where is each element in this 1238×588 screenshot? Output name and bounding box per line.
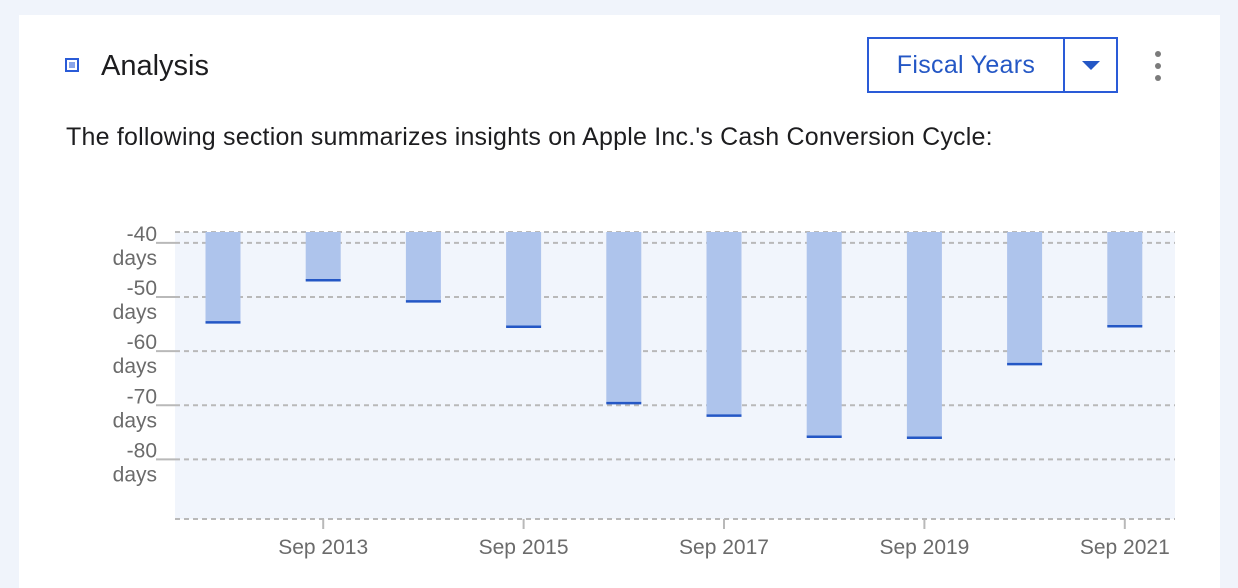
bar <box>706 232 742 416</box>
section-square-icon <box>65 58 79 72</box>
kebab-dot <box>1155 63 1161 69</box>
y-tick-label: -70 days <box>113 385 157 432</box>
x-tick-label: Sep 2017 <box>679 536 769 559</box>
x-tick-label: Sep 2013 <box>278 536 368 559</box>
period-dropdown-toggle[interactable] <box>1065 39 1116 91</box>
period-selector-button[interactable]: Fiscal Years <box>869 39 1065 91</box>
period-selector[interactable]: Fiscal Years <box>867 37 1118 93</box>
bar <box>806 232 842 437</box>
bar <box>906 232 942 438</box>
y-tick-label: -40 days <box>113 223 157 270</box>
kebab-menu-icon[interactable] <box>1150 51 1166 81</box>
bar <box>405 232 441 302</box>
y-tick-label: -60 days <box>113 331 157 378</box>
bar <box>1107 232 1143 327</box>
summary-text: The following section summarizes insight… <box>66 123 993 151</box>
chevron-down-icon <box>1081 60 1100 70</box>
x-tick-label: Sep 2015 <box>479 536 569 559</box>
y-tick-label: -50 days <box>113 277 157 324</box>
kebab-dot <box>1155 75 1161 81</box>
bar <box>305 232 341 281</box>
section-title: Analysis <box>101 50 209 82</box>
x-tick-label: Sep 2021 <box>1080 536 1170 559</box>
bar <box>205 232 241 323</box>
y-tick-label: -80 days <box>113 439 157 486</box>
kebab-dot <box>1155 51 1161 57</box>
bar <box>606 232 642 404</box>
bar <box>506 232 542 327</box>
bar <box>1007 232 1043 365</box>
x-tick-label: Sep 2019 <box>879 536 969 559</box>
